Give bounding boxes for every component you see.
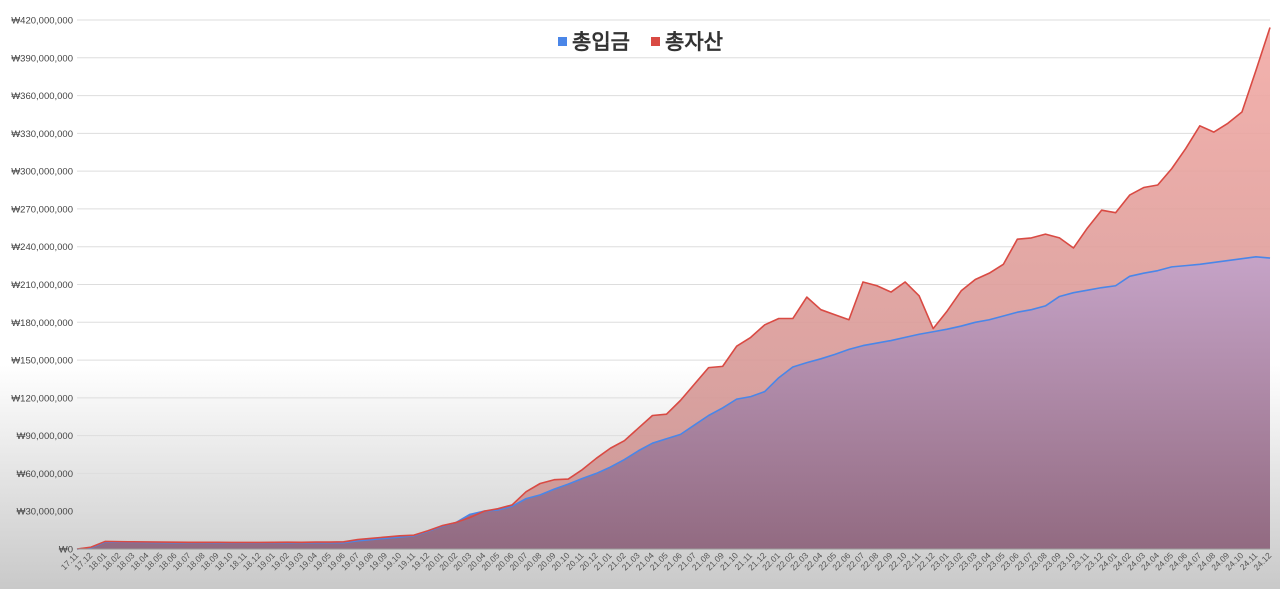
y-tick-label: ₩120,000,000 xyxy=(11,393,73,404)
y-tick-label: ₩360,000,000 xyxy=(11,91,73,102)
y-tick-label: ₩240,000,000 xyxy=(11,242,73,253)
y-tick-label: ₩390,000,000 xyxy=(11,53,73,64)
y-tick-label: ₩210,000,000 xyxy=(11,280,73,291)
grid-lines xyxy=(77,19,1270,550)
legend-swatch xyxy=(651,37,660,46)
legend-label: 총자산 xyxy=(665,30,723,54)
y-tick-label: ₩180,000,000 xyxy=(11,318,73,329)
y-tick-label: ₩300,000,000 xyxy=(11,167,73,178)
area-total-deposits xyxy=(77,256,1270,549)
y-tick-label: ₩60,000,000 xyxy=(16,469,73,480)
y-tick-label: ₩270,000,000 xyxy=(11,204,73,215)
y-tick-label: ₩30,000,000 xyxy=(16,507,73,518)
legend-label: 총입금 xyxy=(572,30,630,54)
y-tick-label: ₩90,000,000 xyxy=(16,431,73,442)
legend-swatch xyxy=(558,37,567,46)
y-tick-label: ₩330,000,000 xyxy=(11,129,73,140)
line-total-assets xyxy=(76,27,1271,550)
y-tick-label: ₩420,000,000 xyxy=(11,16,73,27)
legend: 총입금 총자산 xyxy=(558,30,723,54)
y-tick-label: ₩0 xyxy=(59,545,73,556)
line-layer xyxy=(76,27,1271,550)
area-layer xyxy=(77,27,1270,550)
y-tick-label: ₩150,000,000 xyxy=(11,356,73,367)
